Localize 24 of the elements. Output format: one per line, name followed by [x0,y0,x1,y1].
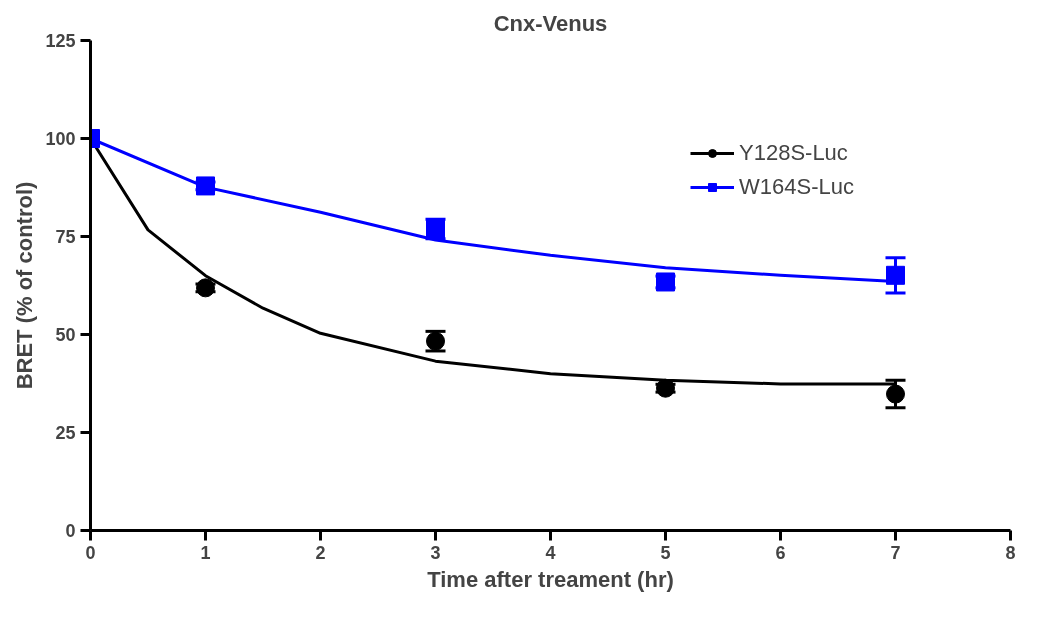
y-tick-label: 0 [65,521,76,541]
x-tick-label: 1 [200,542,211,563]
x-tick-label: 0 [85,542,96,563]
y-tick-label: 75 [55,227,76,247]
y-tick-label: 100 [45,129,76,149]
y-tick-label: 25 [55,423,76,443]
x-tick-label: 7 [890,542,901,563]
y-axis-title: BRET (% of control) [12,181,38,390]
point [196,176,215,196]
x-tick-label: 8 [1005,542,1016,563]
point [196,278,215,298]
legend-label: W164S-Luc [739,174,855,200]
x-tick-label: 2 [315,542,326,563]
y-tick-label: 125 [45,31,76,51]
x-axis-title: Time after treament (hr) [427,566,674,592]
y-tick-label: 50 [55,325,76,345]
point [886,265,905,285]
chart-title: Cnx-Venus [493,10,608,36]
x-tick-label: 6 [775,542,786,563]
x-tick-label: 5 [660,542,671,563]
x-tick-label: 3 [430,542,441,563]
x-tick-label: 4 [545,542,556,563]
point [886,384,905,404]
legend-label: Y128S-Luc [739,140,849,166]
